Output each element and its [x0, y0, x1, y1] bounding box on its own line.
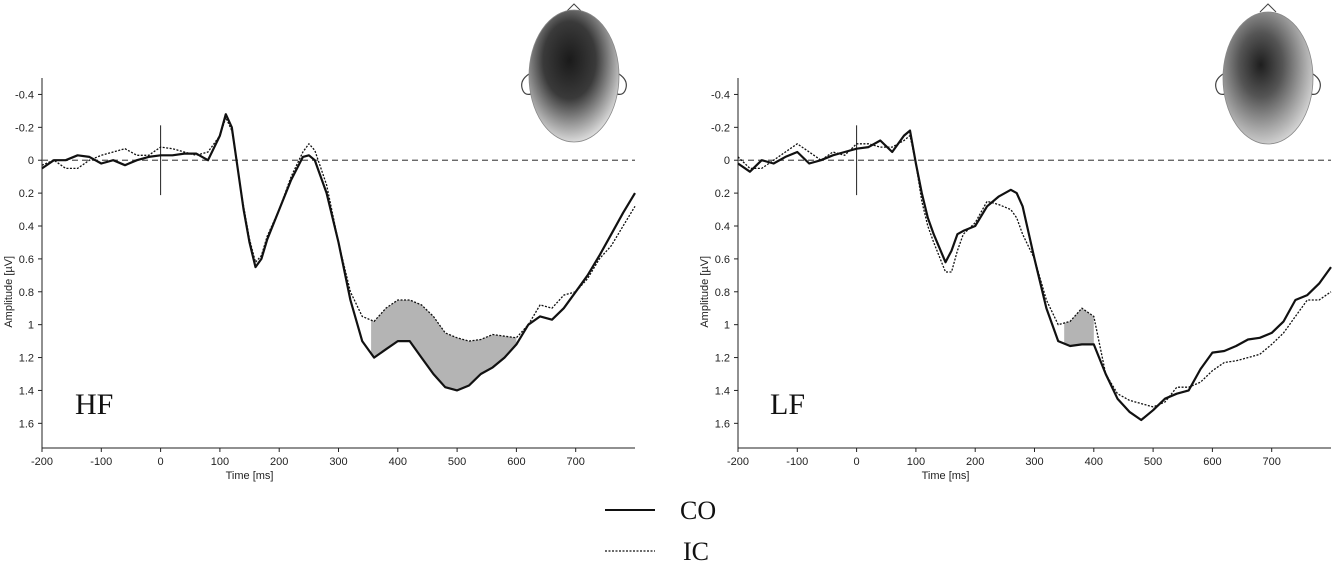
x-tick-label: 100: [211, 456, 229, 468]
y-tick-label: 1: [724, 320, 730, 332]
x-tick-label: 400: [1085, 456, 1103, 468]
y-tick-label: 1.2: [19, 353, 34, 365]
y-tick-label: -0.4: [15, 89, 34, 101]
x-tick-label: 500: [448, 456, 466, 468]
y-tick-label: 0.6: [715, 254, 730, 266]
y-tick-label: 1.4: [715, 385, 730, 397]
panel-label-hf: HF: [75, 388, 113, 421]
y-tick-label: 0.4: [19, 221, 34, 233]
y-axis-label: Amplitude [µV]: [699, 256, 711, 328]
y-tick-label: 0: [724, 155, 730, 167]
x-tick-label: 200: [966, 456, 984, 468]
y-tick-label: 0.6: [19, 254, 34, 266]
x-tick-label: 100: [907, 456, 925, 468]
scalp-topography-lf: [1215, 3, 1321, 145]
x-tick-label: 300: [1025, 456, 1043, 468]
panel-label-lf: LF: [770, 388, 805, 421]
y-tick-label: 0.2: [19, 188, 34, 200]
x-tick-label: 700: [567, 456, 585, 468]
y-tick-label: 1.2: [715, 353, 730, 365]
scalp-topography-hf: [521, 3, 627, 143]
series-line-ic: [41, 116, 636, 342]
x-axis-label: Time [ms]: [922, 470, 970, 482]
x-tick-label: -200: [727, 456, 749, 468]
y-tick-label: 1.4: [19, 385, 34, 397]
y-tick-label: 0.8: [19, 287, 34, 299]
x-tick-label: 500: [1144, 456, 1162, 468]
x-tick-label: 400: [389, 456, 407, 468]
y-tick-label: -0.2: [15, 122, 34, 134]
x-tick-label: 0: [158, 456, 164, 468]
x-tick-label: 600: [507, 456, 525, 468]
x-tick-label: 200: [270, 456, 288, 468]
legend-label-ic: IC: [683, 537, 709, 562]
y-tick-label: 0: [28, 155, 34, 167]
x-tick-label: 700: [1263, 456, 1281, 468]
series-line-ic: [737, 134, 1332, 408]
x-tick-label: 0: [854, 456, 860, 468]
x-tick-label: -200: [31, 456, 53, 468]
chart-panel-hf: -0.4 -0.2 0 0.2 0.4 0.6 0.8 1 1.2 1.4 1.6 -200 -100 0…: [3, 3, 636, 482]
y-tick-label: 0.8: [715, 287, 730, 299]
series-line-co: [737, 129, 1332, 422]
y-tick-label: 0.4: [715, 221, 730, 233]
x-tick-label: -100: [90, 456, 112, 468]
y-tick-label: 1.6: [19, 418, 34, 430]
y-axis-label: Amplitude [µV]: [3, 256, 15, 328]
significant-difference-area: [1064, 308, 1094, 346]
x-tick-label: 600: [1203, 456, 1221, 468]
series-line-co: [41, 113, 636, 392]
y-tick-label: 1.6: [715, 418, 730, 430]
x-tick-label: -100: [786, 456, 808, 468]
y-tick-label: 0.2: [715, 188, 730, 200]
x-axis-label: Time [ms]: [226, 470, 274, 482]
x-tick-label: 300: [329, 456, 347, 468]
chart-panel-lf: -0.4 -0.2 0 0.2 0.4 0.6 0.8 1 1.2 1.4 1.6 -200 -100 0…: [699, 3, 1332, 482]
legend-label-co: CO: [680, 496, 716, 525]
significant-difference-area: [371, 300, 517, 391]
y-tick-label: -0.2: [711, 122, 730, 134]
y-tick-label: 1: [28, 320, 34, 332]
y-tick-label: -0.4: [711, 89, 730, 101]
legend: CO IC: [605, 496, 716, 562]
